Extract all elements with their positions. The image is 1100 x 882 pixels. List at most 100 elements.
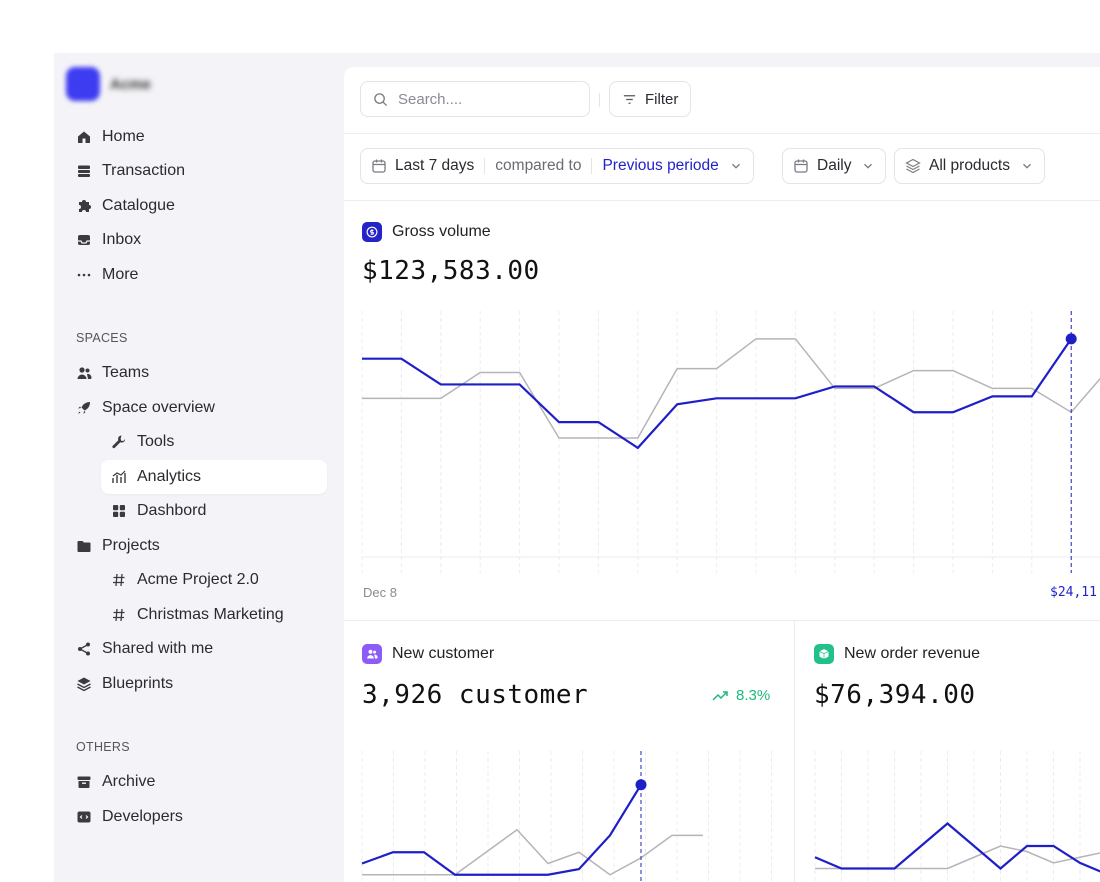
primary-series-line (361, 784, 642, 876)
new-order-revenue-chart (814, 751, 1100, 882)
search-box[interactable] (360, 81, 590, 117)
sidebar-item-catalogue[interactable]: Catalogue (76, 189, 175, 223)
new-order-revenue-header: New order revenue (814, 644, 980, 664)
spaces-section-label: SPACES (76, 331, 128, 345)
filter-button-label: Filter (645, 90, 679, 108)
topbar: Filter (344, 67, 1100, 134)
brand-logo (66, 67, 100, 101)
chevron-down-icon (729, 159, 743, 173)
wrench-icon (111, 434, 127, 450)
sidebar: Acme Home Transaction Catalogue Inbox Mo… (54, 53, 344, 882)
sidebar-item-christmas-marketing[interactable]: Christmas Marketing (111, 598, 284, 632)
others-section-label: OTHERS (76, 740, 130, 754)
hover-point (635, 779, 647, 791)
x-axis-start-label: Dec 8 (363, 585, 397, 600)
divider (591, 158, 593, 174)
analytics-icon (111, 469, 127, 485)
products-value: All products (929, 157, 1010, 174)
sidebar-item-teams[interactable]: Teams (76, 356, 149, 390)
sidebar-item-shared-with-me[interactable]: Shared with me (76, 632, 213, 666)
sidebar-item-inbox[interactable]: Inbox (76, 223, 141, 257)
sidebar-item-developers[interactable]: Developers (76, 800, 183, 834)
sidebar-item-space-overview[interactable]: Space overview (76, 391, 215, 425)
sidebar-item-label: Transaction (102, 162, 185, 179)
new-customer-title: New customer (392, 645, 495, 662)
sidebar-item-home[interactable]: Home (76, 120, 145, 154)
card-divider (794, 621, 795, 882)
main-panel: Filter Last 7 days compared to Previous … (344, 67, 1100, 882)
archive-icon (76, 774, 92, 790)
sidebar-item-dashbord[interactable]: Dashbord (111, 494, 206, 528)
folder-icon (76, 538, 92, 554)
gross-volume-value: $123,583.00 (362, 256, 540, 286)
gross-volume-header: Gross volume (362, 222, 491, 242)
chevron-down-icon (1020, 159, 1034, 173)
sidebar-item-label: Blueprints (102, 675, 174, 692)
search-input[interactable] (396, 89, 580, 109)
filter-bar: Last 7 days compared to Previous periode… (344, 134, 1100, 201)
date-range-value: Last 7 days (395, 157, 475, 174)
sidebar-item-label: Archive (102, 773, 156, 790)
sidebar-item-label: Projects (102, 537, 160, 554)
sidebar-item-archive[interactable]: Archive (76, 765, 155, 799)
new-order-revenue-title: New order revenue (844, 645, 981, 662)
hash-icon (111, 572, 127, 588)
brand[interactable]: Acme (66, 67, 151, 101)
sidebar-item-acme-project[interactable]: Acme Project 2.0 (111, 563, 259, 597)
users-icon (362, 644, 382, 664)
rocket-icon (76, 400, 92, 416)
dollar-icon (362, 222, 382, 242)
sidebar-item-more[interactable]: More (76, 258, 138, 292)
box-icon (814, 644, 834, 664)
products-select[interactable]: All products (894, 148, 1045, 184)
interval-select[interactable]: Daily (782, 148, 887, 184)
more-icon (76, 267, 92, 283)
filter-button[interactable]: Filter (609, 81, 692, 117)
new-customer-value: 3,926 customer (362, 680, 589, 710)
new-order-revenue-card[interactable]: New order revenue $76,394.00 (795, 621, 1100, 882)
comparison-series-line (362, 338, 1100, 439)
trend-badge: 8.3% (712, 687, 770, 704)
share-icon (76, 641, 92, 657)
sidebar-item-label: Analytics (137, 468, 202, 485)
compared-to-label: compared to (495, 157, 582, 174)
gross-volume-chart (361, 311, 1100, 573)
calendar-icon (371, 158, 387, 174)
sidebar-item-analytics[interactable]: Analytics (101, 460, 327, 494)
comparison-value: Previous periode (602, 157, 719, 174)
new-customer-chart (361, 751, 772, 882)
users-icon (76, 365, 92, 381)
sidebar-item-tools[interactable]: Tools (111, 425, 174, 459)
hover-point (1065, 333, 1077, 345)
sidebar-item-label: Tools (137, 433, 175, 450)
chevron-down-icon (861, 159, 875, 173)
sidebar-item-label: Shared with me (102, 640, 214, 657)
hash-icon (111, 607, 127, 623)
new-customer-header: New customer (362, 644, 494, 664)
date-range-select[interactable]: Last 7 days compared to Previous periode (360, 148, 754, 184)
sidebar-item-label: Catalogue (102, 197, 175, 214)
code-icon (76, 809, 92, 825)
search-icon (373, 92, 388, 107)
sidebar-item-label: Dashbord (137, 502, 207, 519)
new-customer-card[interactable]: New customer 3,926 customer 8.3% (344, 621, 794, 882)
sidebar-item-label: Christmas Marketing (137, 606, 284, 623)
comparison-series-line (362, 828, 703, 876)
sidebar-item-transaction[interactable]: Transaction (76, 154, 185, 188)
layers-icon (905, 158, 921, 174)
inbox-icon (76, 232, 92, 248)
brand-name: Acme (110, 75, 151, 93)
sidebar-item-label: Teams (102, 364, 150, 381)
sidebar-item-blueprints[interactable]: Blueprints (76, 667, 173, 701)
divider (599, 93, 600, 107)
hover-value-label: $24,11 (1050, 585, 1097, 600)
calendar-icon (793, 158, 809, 174)
filter-icon (622, 92, 637, 107)
app-window: Acme Home Transaction Catalogue Inbox Mo… (54, 53, 1100, 882)
home-icon (76, 129, 92, 145)
sidebar-item-label: Home (102, 128, 145, 145)
gross-volume-card[interactable]: Gross volume $123,583.00 Dec 8 $24,11 (344, 201, 1100, 621)
divider (484, 158, 486, 174)
sidebar-item-projects[interactable]: Projects (76, 529, 160, 563)
sidebar-item-label: Developers (102, 808, 183, 825)
